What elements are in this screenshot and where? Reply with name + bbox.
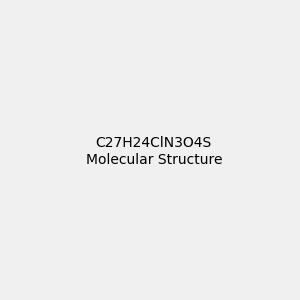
Text: C27H24ClN3O4S
Molecular Structure: C27H24ClN3O4S Molecular Structure xyxy=(85,136,222,166)
